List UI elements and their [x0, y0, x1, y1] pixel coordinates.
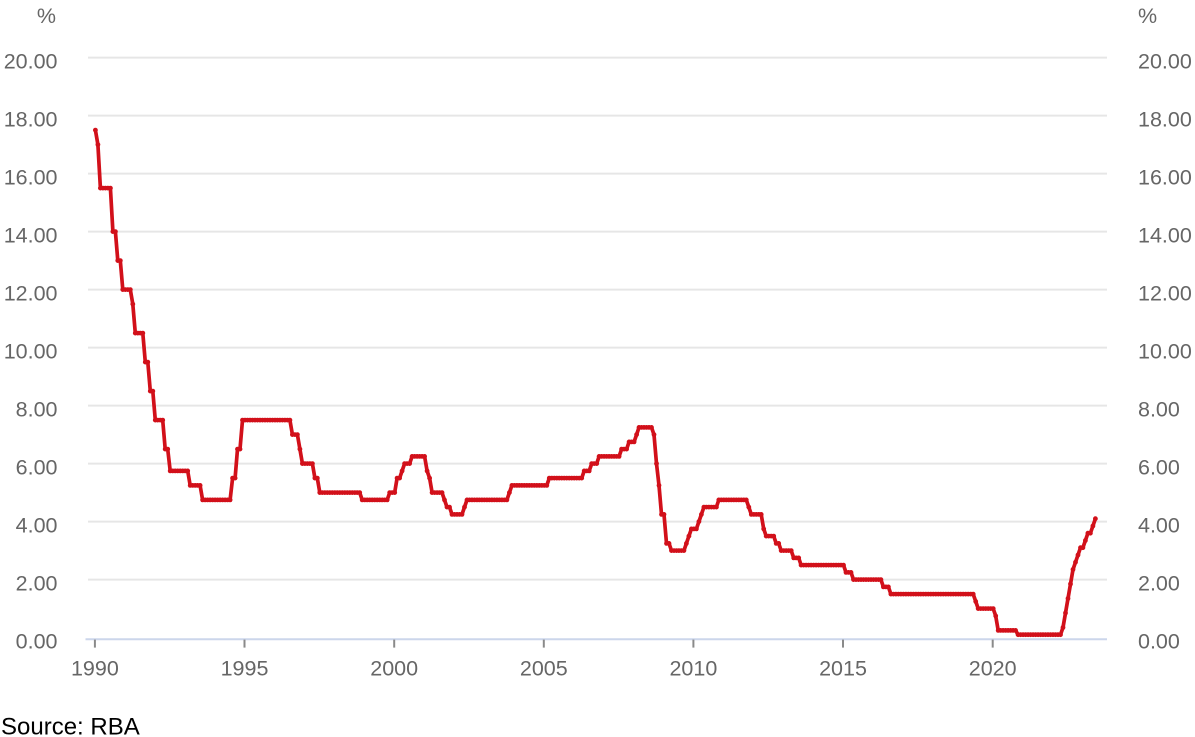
svg-text:%: % — [37, 4, 56, 28]
svg-text:16.00: 16.00 — [1138, 166, 1192, 190]
svg-text:2015: 2015 — [819, 657, 867, 681]
svg-text:4.00: 4.00 — [1138, 514, 1180, 538]
svg-text:2.00: 2.00 — [16, 572, 58, 596]
svg-text:20.00: 20.00 — [4, 50, 58, 74]
svg-text:Source: RBA: Source: RBA — [1, 714, 140, 737]
svg-text:0.00: 0.00 — [1138, 630, 1180, 654]
svg-text:8.00: 8.00 — [1138, 398, 1180, 422]
svg-text:%: % — [1138, 4, 1157, 28]
svg-text:1995: 1995 — [221, 657, 269, 681]
svg-text:14.00: 14.00 — [1138, 224, 1192, 248]
svg-text:2005: 2005 — [520, 657, 568, 681]
svg-text:2.00: 2.00 — [1138, 572, 1180, 596]
svg-text:2020: 2020 — [969, 657, 1017, 681]
svg-text:8.00: 8.00 — [16, 398, 58, 422]
svg-text:10.00: 10.00 — [4, 340, 58, 364]
svg-text:12.00: 12.00 — [4, 282, 58, 306]
svg-text:16.00: 16.00 — [4, 166, 58, 190]
svg-text:2000: 2000 — [370, 657, 418, 681]
svg-text:0.00: 0.00 — [16, 630, 58, 654]
svg-text:1990: 1990 — [71, 657, 119, 681]
svg-text:12.00: 12.00 — [1138, 282, 1192, 306]
svg-text:20.00: 20.00 — [1138, 50, 1192, 74]
svg-text:2010: 2010 — [669, 657, 717, 681]
svg-text:18.00: 18.00 — [4, 108, 58, 132]
svg-text:18.00: 18.00 — [1138, 108, 1192, 132]
svg-text:6.00: 6.00 — [1138, 456, 1180, 480]
svg-text:4.00: 4.00 — [16, 514, 58, 538]
svg-text:6.00: 6.00 — [16, 456, 58, 480]
svg-text:14.00: 14.00 — [4, 224, 58, 248]
svg-text:10.00: 10.00 — [1138, 340, 1192, 364]
